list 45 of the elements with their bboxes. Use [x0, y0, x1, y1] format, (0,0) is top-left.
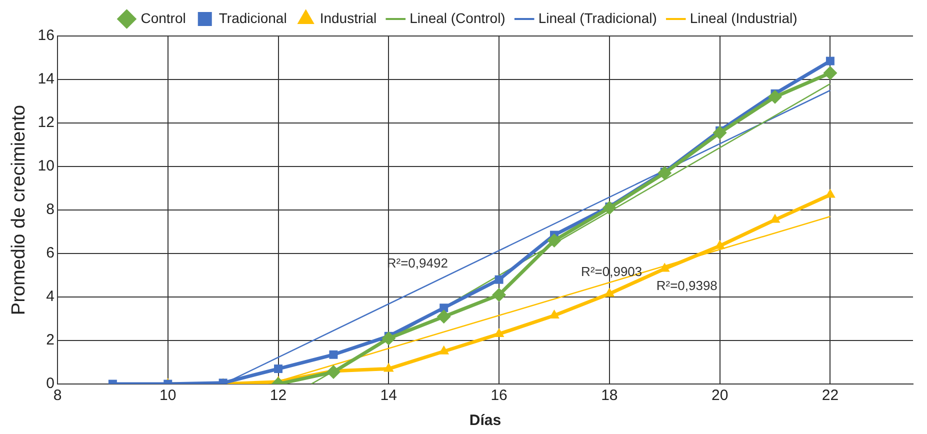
- legend-label: Lineal (Tradicional): [538, 10, 657, 26]
- y-axis-title: Promedio de crecimiento: [8, 104, 30, 316]
- y-tick-label: 14: [38, 70, 54, 88]
- point: [438, 345, 450, 354]
- x-tick-label: 12: [270, 387, 287, 404]
- point: [825, 188, 836, 198]
- y-tick-label: 12: [38, 114, 54, 132]
- point: [492, 288, 506, 302]
- x-tick-label: 18: [601, 387, 618, 404]
- legend-label: Industrial: [320, 10, 377, 26]
- point: [549, 309, 560, 318]
- x-tick-label: 14: [380, 387, 397, 404]
- legend-label: Lineal (Industrial): [690, 10, 798, 26]
- legend-label: Lineal (Control): [410, 10, 506, 26]
- point: [329, 350, 338, 359]
- y-tick-label: 4: [46, 288, 54, 306]
- point: [494, 328, 504, 337]
- point: [440, 304, 448, 312]
- point: [823, 66, 838, 80]
- annotation: R²=0,9398: [656, 278, 718, 294]
- point: [602, 200, 616, 215]
- point: [547, 233, 562, 248]
- x-tick-label: 22: [822, 387, 839, 404]
- legend-label: Tradicional: [218, 10, 287, 26]
- point: [494, 275, 504, 284]
- point: [658, 166, 672, 180]
- x-tick-label: 16: [490, 387, 508, 404]
- point: [768, 90, 782, 104]
- legend-label: Control: [140, 10, 186, 26]
- y-tick-label: 10: [38, 158, 54, 175]
- y-tick-label: 0: [46, 375, 54, 392]
- y-tick-label: 16: [38, 27, 54, 44]
- x-tick-label: 10: [160, 387, 176, 404]
- point: [382, 331, 396, 346]
- point: [436, 310, 451, 324]
- point: [712, 126, 727, 140]
- y-tick-label: 2: [46, 332, 54, 349]
- y-tick-label: 8: [46, 201, 54, 218]
- x-tick-label: 20: [711, 387, 728, 404]
- x-axis-title: Días: [469, 412, 502, 430]
- point: [383, 362, 394, 372]
- y-tick-label: 6: [46, 244, 54, 262]
- point: [274, 364, 283, 374]
- point: [326, 365, 340, 380]
- point: [826, 56, 834, 66]
